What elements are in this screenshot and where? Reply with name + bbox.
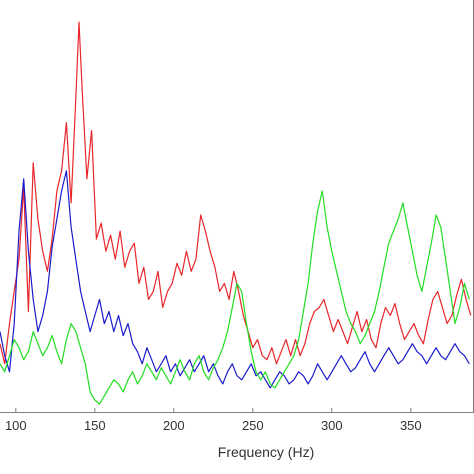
x-axis-title: Frequency (Hz) xyxy=(218,444,314,460)
x-tick-label: 150 xyxy=(84,418,106,433)
series-line-2 xyxy=(0,170,470,389)
x-tick-label: 350 xyxy=(400,418,422,433)
x-tick-label: 250 xyxy=(242,418,264,433)
x-ticks: 100 150 200 250 300 350 xyxy=(5,408,422,433)
x-tick-label: 100 xyxy=(5,418,27,433)
series-line-1 xyxy=(0,21,472,365)
series-line-3 xyxy=(0,190,470,405)
x-tick-label: 200 xyxy=(163,418,185,433)
x-tick-label: 300 xyxy=(321,418,343,433)
plot-lines xyxy=(0,21,472,405)
